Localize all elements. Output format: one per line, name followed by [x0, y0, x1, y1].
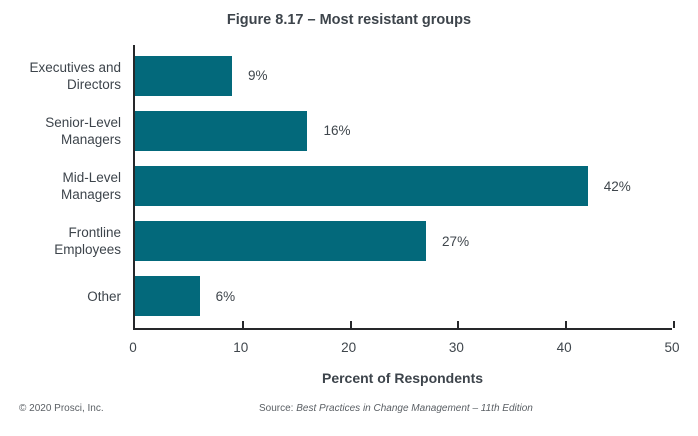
bar-row: 9%: [135, 48, 672, 103]
category-label: Mid-Level Managers: [60, 170, 121, 202]
source-prefix: Source:: [259, 403, 297, 414]
copyright-text: © 2020 Prosci, Inc.: [19, 403, 104, 414]
bar: [135, 276, 200, 317]
bar-row: 16%: [135, 103, 672, 158]
bar: [135, 55, 233, 96]
bar-value-label: 16%: [323, 123, 351, 139]
x-axis-tick-label: 50: [664, 340, 680, 355]
bar: [135, 166, 588, 206]
x-axis-tick: [457, 321, 460, 328]
source-attribution: Source: Best Practices in Change Managem…: [259, 403, 533, 414]
y-axis-category-labels: Executives and Directors Senior-Level Man…: [6, 48, 127, 324]
x-axis-label: Percent of Respondents: [321, 370, 484, 386]
bar: [135, 110, 308, 151]
x-axis-tick-label: 20: [341, 340, 357, 355]
x-axis-tick: [565, 321, 568, 328]
x-axis-tick-label: 40: [556, 340, 572, 355]
chart-title: Figure 8.17 – Most resistant groups: [226, 12, 472, 28]
bar-row: 27%: [135, 214, 672, 269]
bar-row: 42%: [135, 158, 672, 213]
x-axis-tick: [673, 321, 675, 328]
category-label: Other: [87, 288, 121, 304]
bar-value-label: 27%: [442, 233, 470, 249]
x-axis-tick: [241, 321, 244, 328]
category-label: Senior-Level Managers: [45, 114, 121, 147]
bar-value-label: 9%: [248, 68, 268, 84]
bar-row: 6%: [135, 269, 672, 324]
bar-value-label: 6%: [215, 288, 236, 304]
bar-value-label: 42%: [603, 178, 631, 194]
bar: [135, 221, 427, 262]
x-axis-tick-label: 0: [129, 340, 137, 355]
x-axis-tick-label: 30: [448, 340, 464, 355]
x-axis-tick-label: 10: [233, 340, 249, 355]
source-title: Best Practices in Change Management – 11…: [296, 403, 533, 414]
category-label: Executives and Directors: [29, 59, 121, 92]
category-label: Frontline Employees: [54, 225, 121, 258]
x-axis-tick: [349, 321, 352, 328]
plot-area: 9% 16% 42% 27% 6%: [133, 45, 675, 330]
bar-series: 9% 16% 42% 27% 6%: [135, 48, 672, 324]
